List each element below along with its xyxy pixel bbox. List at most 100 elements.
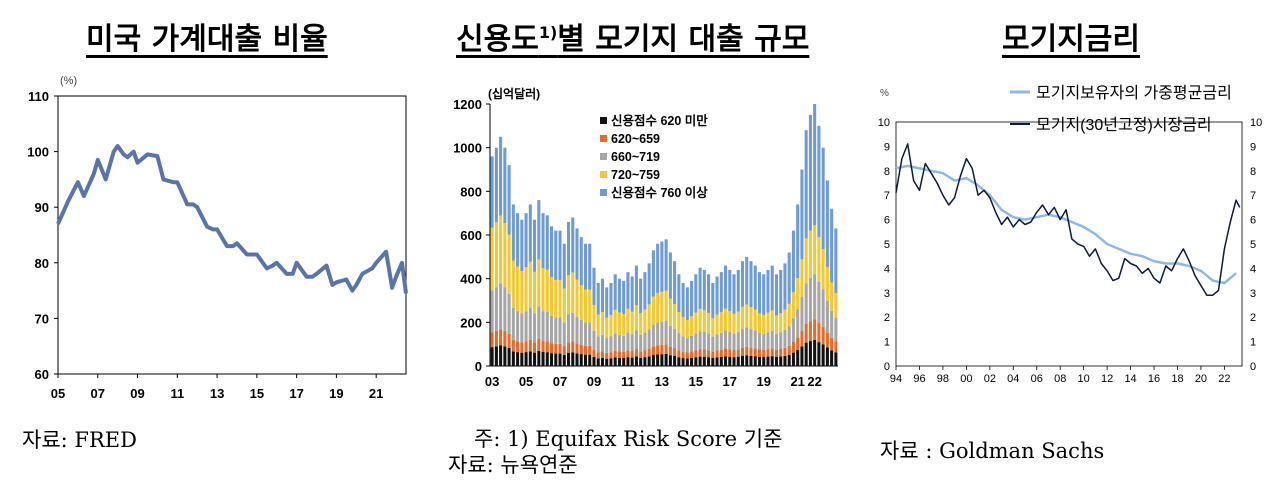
- chart2-xtick-label: 03: [485, 374, 499, 389]
- chart2-bar-segment: [630, 334, 634, 351]
- chart2-bar-segment: [804, 238, 808, 284]
- chart2-bar-segment: [600, 357, 604, 366]
- chart2-bar-segment: [779, 349, 783, 357]
- chart3-series-line-2: [895, 143, 1241, 296]
- chart2-bar-segment: [830, 350, 834, 366]
- chart2-ytick-label: 200: [460, 315, 482, 330]
- chart2-bar-segment: [791, 292, 795, 319]
- chart2-bar-segment: [664, 344, 668, 354]
- chart2-bar-segment: [660, 354, 664, 366]
- chart2-bar-segment: [673, 261, 677, 305]
- chart3-ytick-label-right: 5: [1250, 239, 1256, 251]
- chart2-bar-segment: [647, 348, 651, 357]
- chart2-bar-segment: [643, 309, 647, 333]
- chart2-legend-label: 신용점수 760 이상: [611, 185, 708, 200]
- chart2-bar-segment: [736, 269, 740, 312]
- chart2-bar-segment: [596, 336, 600, 353]
- chart2-bar-segment: [499, 345, 503, 366]
- chart2-bar-segment: [808, 230, 812, 278]
- chart2-bar-segment: [770, 310, 774, 331]
- chart2-bar-segment: [804, 130, 808, 239]
- chart2-bar-segment: [550, 226, 554, 277]
- chart2-bar-segment: [550, 353, 554, 366]
- chart2-bar-segment: [562, 354, 566, 366]
- chart2-bar-segment: [694, 274, 698, 313]
- chart2-bar-segment: [656, 322, 660, 346]
- chart2-bar-segment: [507, 333, 511, 348]
- chart2-bar-segment: [694, 312, 698, 334]
- chart2-bar-segment: [800, 169, 804, 260]
- chart2-bar-segment: [634, 330, 638, 350]
- chart2-bar-segment: [545, 215, 549, 270]
- chart2-bar-segment: [516, 311, 520, 342]
- chart2-xtick-label: 22: [807, 374, 821, 389]
- chart3-xtick-label: 98: [937, 373, 949, 385]
- chart2-bar-segment: [766, 349, 770, 357]
- chart2-bar-segment: [511, 339, 515, 352]
- chart2-bar-segment: [503, 222, 507, 288]
- chart2-bar-segment: [724, 356, 728, 366]
- chart2-bar-segment: [639, 278, 643, 314]
- chart2-bar-segment: [779, 269, 783, 314]
- chart1-unit-label: (%): [60, 75, 77, 87]
- chart2-xtick-label: 05: [519, 374, 533, 389]
- chart2-bar-segment: [664, 353, 668, 366]
- chart2-bar-segment: [630, 357, 634, 366]
- chart2-bar-segment: [796, 204, 800, 279]
- chart1-ytick-label: 60: [35, 367, 49, 382]
- chart1-ytick-label: 70: [35, 311, 49, 326]
- chart2-bar-segment: [575, 316, 579, 344]
- chart2-bar-segment: [702, 310, 706, 333]
- panel2-note: 주: 1) Equifax Risk Score 기준: [474, 427, 783, 451]
- chart2-bar-segment: [796, 309, 800, 338]
- chart2-bar-segment: [656, 354, 660, 366]
- chart2-xtick-label: 15: [689, 374, 703, 389]
- chart2-bar-segment: [724, 330, 728, 349]
- chart2-bar-segment: [605, 287, 609, 318]
- chart2-bar-segment: [791, 230, 795, 293]
- chart2-bar-segment: [707, 350, 711, 358]
- chart2-bar-segment: [830, 282, 834, 311]
- chart2-bar-segment: [499, 329, 503, 346]
- chart2-bar-segment: [698, 356, 702, 366]
- chart3-ytick-label-left: 2: [884, 312, 890, 324]
- chart2-bar-segment: [617, 312, 621, 335]
- chart2-bar-segment: [766, 312, 770, 333]
- chart2-bar-segment: [817, 281, 821, 323]
- chart2-ytick-label: 600: [460, 228, 482, 243]
- chart2-bar-segment: [516, 352, 520, 366]
- chart1-ytick-label: 90: [35, 200, 49, 215]
- chart2-bar-segment: [566, 275, 571, 315]
- chart2-bar-segment: [558, 230, 562, 281]
- chart2-bar-segment: [503, 147, 507, 223]
- panel1-title: 미국 가계대출 비율: [86, 22, 328, 57]
- chart1-ytick-label: 80: [35, 256, 49, 271]
- chart2-bar-segment: [545, 269, 549, 312]
- chart2-bar-segment: [681, 351, 685, 359]
- chart2-bar-segment: [711, 351, 715, 358]
- chart2-bar-segment: [622, 280, 626, 315]
- chart2-bar-segment: [740, 347, 745, 356]
- chart2-bar-segment: [499, 136, 503, 216]
- chart2-bar-segment: [681, 358, 685, 366]
- chart1-ytick-label: 100: [27, 145, 49, 160]
- chart1-xtick-label: 15: [250, 386, 264, 401]
- chart2-bar-segment: [753, 265, 757, 310]
- chart2-xtick-label: 21: [790, 374, 804, 389]
- chart2-bar-segment: [609, 352, 613, 359]
- chart2-bar-segment: [711, 358, 715, 366]
- chart2-bar-segment: [660, 241, 664, 292]
- chart2-bar-segment: [681, 336, 685, 352]
- chart2-bar-segment: [499, 215, 503, 284]
- chart2-bar-segment: [554, 353, 558, 366]
- chart3-xtick-label: 22: [1218, 373, 1230, 385]
- chart3-ytick-label-right: 2: [1250, 312, 1256, 324]
- chart2-bar-segment: [783, 355, 787, 366]
- chart3-ytick-label-left: 4: [884, 263, 890, 275]
- chart2-bar-segment: [690, 357, 694, 366]
- chart2-bar-segment: [745, 256, 749, 305]
- chart2-bar-segment: [677, 274, 681, 312]
- chart2-bar-segment: [634, 305, 638, 331]
- chart2-bar-segment: [724, 265, 728, 309]
- chart3-xtick-label: 16: [1148, 373, 1160, 385]
